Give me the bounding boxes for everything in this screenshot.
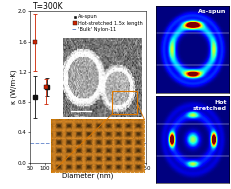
Y-axis label: κ (W/m·K): κ (W/m·K) xyxy=(10,70,16,104)
Legend: As-spun, Hot-stretched 1.5x length, 'Bulk' Nylon-11: As-spun, Hot-stretched 1.5x length, 'Bul… xyxy=(72,14,143,32)
Bar xyxy=(112,91,137,114)
Text: T=300K: T=300K xyxy=(32,2,63,11)
Text: As-spun: As-spun xyxy=(198,9,226,14)
Text: 20μm: 20μm xyxy=(74,115,86,119)
Text: Hot
stretched: Hot stretched xyxy=(192,100,226,111)
X-axis label: Diameter (nm): Diameter (nm) xyxy=(62,172,113,179)
